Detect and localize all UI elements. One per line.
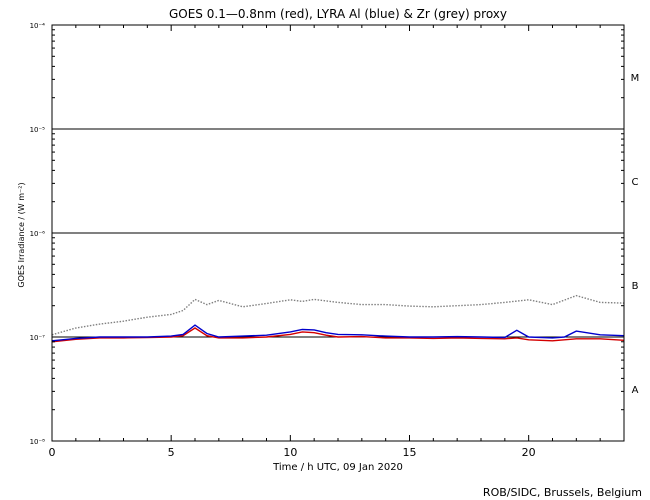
x-axis-label: Time / h UTC, 09 Jan 2020 xyxy=(272,462,403,473)
y-tick-label: 10⁻⁷ xyxy=(30,334,46,342)
flare-class-label: A xyxy=(632,385,639,396)
x-tick-label: 15 xyxy=(403,446,417,459)
plot-lines xyxy=(52,128,624,338)
x-tick-label: 0 xyxy=(49,446,56,459)
flare-class-label: C xyxy=(632,177,639,188)
axis-ticks: 0 5 10 15 20 10⁻⁸ 10⁻⁷ 10⁻⁶ 10⁻⁵ 10⁻⁴ M C B A xyxy=(30,22,640,459)
x-tick-label: 20 xyxy=(522,446,536,459)
x-tick-label: 5 xyxy=(168,446,175,459)
series-line xyxy=(51,327,625,343)
y-tick-label: 10⁻⁵ xyxy=(30,126,46,134)
series-layer xyxy=(51,294,625,343)
y-axis-label: GOES Irradiance / (W m⁻²) xyxy=(17,182,26,287)
chart-title: GOES 0.1—0.8nm (red), LYRA Al (blue) & Z… xyxy=(169,7,507,21)
series-line xyxy=(51,324,625,342)
x-tick-label: 10 xyxy=(283,446,297,459)
flare-class-label: M xyxy=(631,73,640,84)
series-line xyxy=(51,294,625,336)
flare-class-label: B xyxy=(632,281,639,292)
y-tick-label: 10⁻⁶ xyxy=(30,230,46,238)
y-tick-label: 10⁻⁸ xyxy=(30,438,46,446)
y-tick-label: 10⁻⁴ xyxy=(30,22,46,30)
credit-text: ROB/SIDC, Brussels, Belgium xyxy=(483,486,642,499)
